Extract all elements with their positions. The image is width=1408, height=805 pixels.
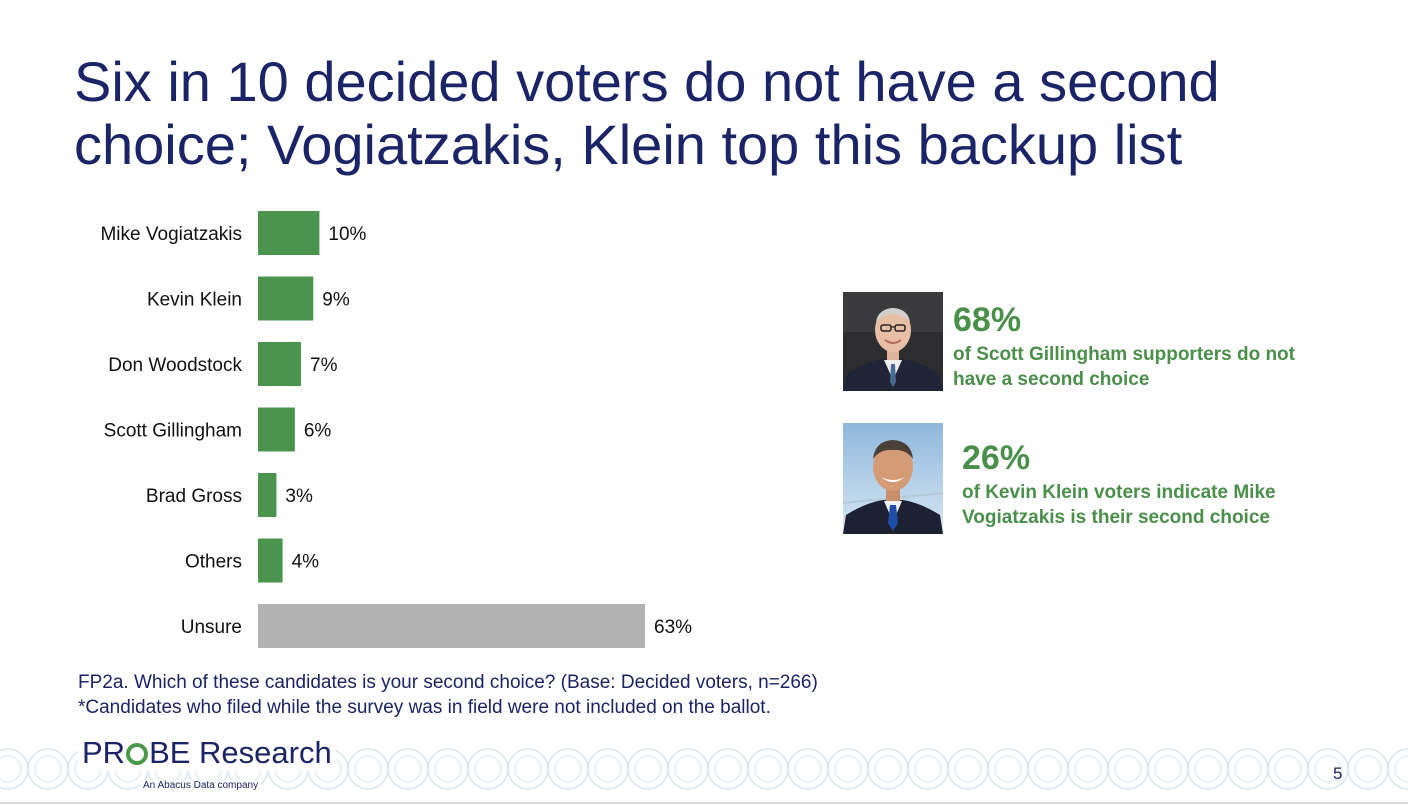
- kevin-klein-photo: [843, 423, 943, 534]
- category-label: Kevin Klein: [147, 290, 242, 311]
- category-label: Mike Vogiatzakis: [100, 224, 242, 245]
- ballot-footnote: *Candidates who filed while the survey w…: [78, 697, 771, 718]
- data-label: 10%: [328, 224, 366, 245]
- page-number: 5: [1333, 764, 1343, 783]
- callout-stat: 68%: [953, 301, 1022, 339]
- logo-tagline: An Abacus Data company: [140, 780, 262, 791]
- bar: [258, 407, 295, 452]
- bar: [258, 604, 645, 648]
- data-label: 9%: [322, 290, 350, 311]
- slide-title-line-2: choice; Vogiatzakis, Klein top this back…: [74, 113, 1183, 176]
- category-label: Brad Gross: [146, 486, 242, 507]
- logo-text-pre: PR: [82, 735, 126, 770]
- bar: [258, 538, 283, 583]
- slide-title: Six in 10 decided voters do not have a s…: [74, 50, 1374, 176]
- question-footnote: FP2a. Which of these candidates is your …: [78, 672, 818, 693]
- data-label: 7%: [310, 355, 338, 376]
- scott-gillingham-photo: [843, 292, 943, 391]
- logo-text-post: BE Research: [149, 735, 332, 770]
- data-label: 4%: [292, 552, 320, 573]
- bar: [258, 211, 320, 255]
- slide-title-line-1: Six in 10 decided voters do not have a s…: [74, 50, 1220, 113]
- probe-research-logo: PR BE Research: [78, 735, 336, 771]
- data-label: 3%: [285, 486, 313, 507]
- data-label: 6%: [304, 421, 332, 442]
- bottom-divider: [0, 802, 1408, 804]
- bar: [258, 342, 301, 386]
- category-label: Don Woodstock: [108, 355, 242, 376]
- category-label: Unsure: [181, 617, 242, 638]
- data-label: 63%: [654, 617, 692, 638]
- category-label: Others: [185, 552, 242, 573]
- bar: [258, 276, 314, 321]
- bar-chart: Mike Vogiatzakis 10% Kevin Klein 9% Don Wood…: [100, 211, 692, 648]
- logo-ring-icon: [126, 743, 149, 765]
- callout-text: of Scott Gillingham supporters do not ha…: [953, 344, 1295, 390]
- callout-text: of Kevin Klein voters indicate Mike Vogi…: [962, 482, 1276, 528]
- category-label: Scott Gillingham: [104, 421, 242, 442]
- bar: [258, 473, 277, 517]
- callout-stat: 26%: [962, 439, 1031, 477]
